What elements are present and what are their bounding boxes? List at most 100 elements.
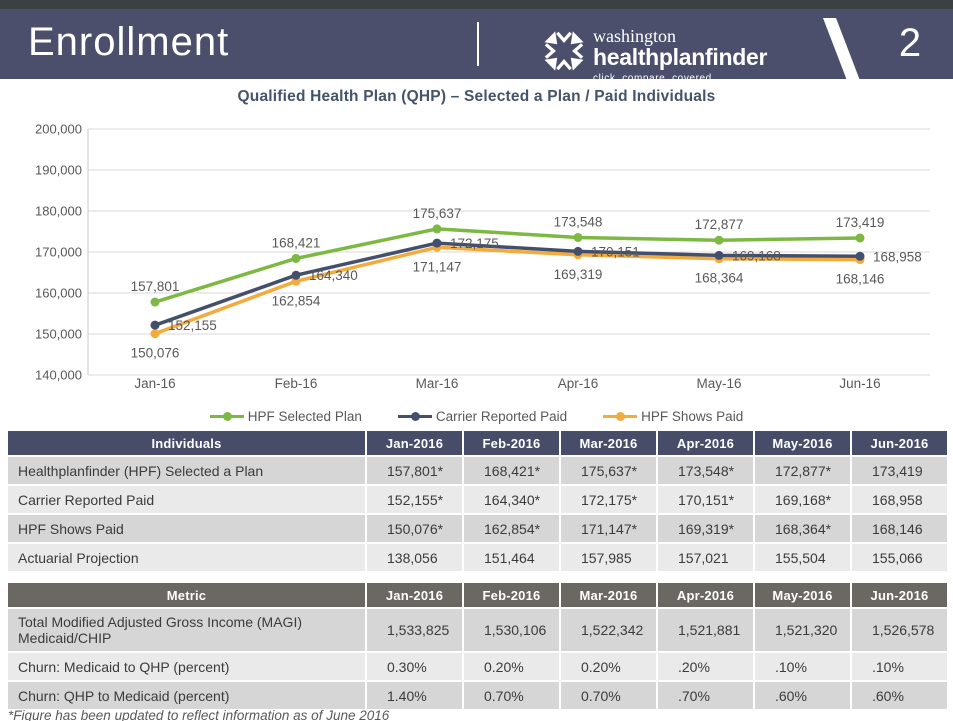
series-marker [291,270,301,280]
healthplanfinder-logo: washington healthplanfinder click. compa… [543,27,767,84]
legend-marker-icon [603,412,638,421]
header-band: Enrollment [0,9,953,88]
table-header-month: Mar-2016 [561,431,656,455]
row-label: Carrier Reported Paid [8,486,365,513]
y-axis-tick-label: 180,000 [35,204,82,219]
cell-value: 168,421* [464,457,559,484]
cell-value: 1,522,342 [561,609,656,651]
individuals-table-head: Individuals Jan-2016 Feb-2016 Mar-2016 Apr-2… [8,431,947,455]
cell-value: .60% [852,682,947,709]
cell-value: 150,076* [367,515,462,542]
cell-value: 162,854* [464,515,559,542]
cell-value: 1,533,825 [367,609,462,651]
legend-marker-dot-icon [616,412,626,421]
diagonal-stripe [823,18,863,88]
legend-item: HPF Shows Paid [603,409,743,424]
cell-value: 157,985 [561,544,656,571]
cell-value: 0.20% [464,653,559,680]
cell-value: 172,877* [755,457,850,484]
series-marker [714,235,724,245]
cell-value: .10% [852,653,947,680]
table-header-row: Metric Jan-2016 Feb-2016 Mar-2016 Apr-2016 Ma… [8,583,947,607]
x-axis-tick-label: Jan-16 [134,376,175,391]
table-header-row: Individuals Jan-2016 Feb-2016 Mar-2016 Apr-2… [8,431,947,455]
series-marker [714,250,724,260]
legend-marker-dot-icon [410,412,420,421]
cell-value: 169,168* [755,486,850,513]
table-header-month: Jan-2016 [367,431,462,455]
table-header-month: Feb-2016 [464,431,559,455]
data-label: 162,854 [272,293,321,308]
table-header-month: May-2016 [755,431,850,455]
cell-value: 157,801* [367,457,462,484]
cell-value: 151,464 [464,544,559,571]
table-row: Total Modified Adjusted Gross Income (MA… [8,609,947,651]
legend-marker-dot-icon [222,412,232,421]
data-label: 171,147 [413,259,462,274]
table-row: Healthplanfinder (HPF) Selected a Plan 15… [8,457,947,484]
y-axis-tick-label: 150,000 [35,327,82,342]
series-marker [432,224,442,234]
data-label: 172,175 [450,236,499,251]
top-strip [0,0,953,9]
legend-label: HPF Shows Paid [641,409,744,424]
cell-value: .60% [755,682,850,709]
cell-value: 175,637* [561,457,656,484]
cell-value: 152,155* [367,486,462,513]
metrics-table-body: Total Modified Adjusted Gross Income (MA… [8,609,947,709]
logo-tagline: click. compare. covered. [593,73,716,84]
y-axis-tick-label: 200,000 [35,122,82,137]
enrollment-line-chart: 140,000 150,000 160,000 170,000 180,000 190,0… [35,122,930,391]
cell-value: 168,958 [852,486,947,513]
cell-value: 171,147* [561,515,656,542]
table-header-month: May-2016 [755,583,850,607]
cell-value: .70% [658,682,753,709]
healthplanfinder-asterisk-icon [543,29,585,78]
row-label: Churn: Medicaid to QHP (percent) [8,653,365,680]
x-axis-tick-label: Feb-16 [275,376,318,391]
individuals-table-body: Healthplanfinder (HPF) Selected a Plan 15… [8,457,947,571]
legend-label: HPF Selected Plan [247,409,362,424]
series-marker [150,329,160,339]
data-label: 168,958 [873,249,922,264]
x-axis-tick-label: May-16 [696,376,741,391]
legend-marker-icon [209,412,244,421]
logo-brand: healthplanfinder [593,44,768,70]
legend-marker-icon [397,412,432,421]
data-label: 169,168 [732,248,781,263]
individuals-table: Individuals Jan-2016 Feb-2016 Mar-2016 Apr-2… [6,429,949,573]
series-line-1 [154,241,861,327]
cell-value: .20% [658,653,753,680]
row-label: Total Modified Adjusted Gross Income (MA… [8,609,365,651]
legend-item: HPF Selected Plan [209,409,362,424]
series-marker [573,246,583,256]
data-label: 170,151 [591,244,640,259]
cell-value: 1,521,881 [658,609,753,651]
cell-value: 0.70% [561,682,656,709]
x-axis-tick-label: Apr-16 [558,376,599,391]
table-row: Churn: Medicaid to QHP (percent) 0.30% 0.2… [8,653,947,680]
series-marker [573,232,583,242]
table-row: Churn: QHP to Medicaid (percent) 1.40% 0.7… [8,682,947,709]
data-label: 168,146 [836,272,885,287]
table-header-month: Jan-2016 [367,583,462,607]
series-marker [291,253,301,263]
table-row: Actuarial Projection 138,056 151,464 157,98… [8,544,947,571]
y-axis-tick-label: 160,000 [35,286,82,301]
cell-value: 170,151* [658,486,753,513]
table-header-month: Apr-2016 [658,431,753,455]
cell-value: 172,175* [561,486,656,513]
series-marker [855,251,865,261]
cell-value: 0.30% [367,653,462,680]
data-label: 173,419 [836,215,885,230]
data-label: 172,877 [695,217,744,232]
cell-value: 138,056 [367,544,462,571]
cell-value: 164,340* [464,486,559,513]
data-label: 169,319 [554,267,603,282]
row-label: Healthplanfinder (HPF) Selected a Plan [8,457,365,484]
data-label: 168,364 [695,271,744,286]
cell-value: 155,504 [755,544,850,571]
data-label: 164,340 [309,268,358,283]
data-label: 157,801 [131,279,180,294]
